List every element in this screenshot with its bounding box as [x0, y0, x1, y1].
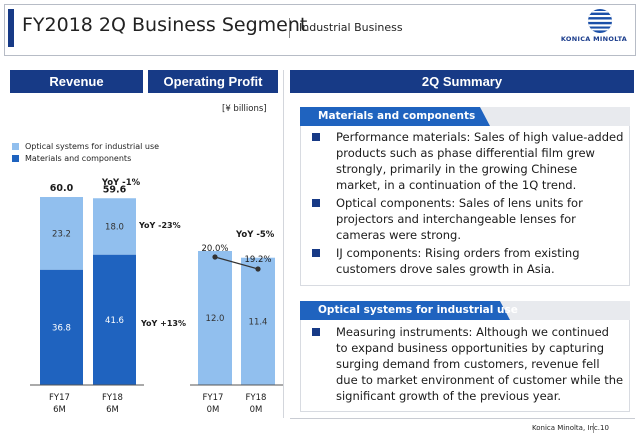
list-item: Measuring instruments: Although we conti…	[312, 324, 624, 404]
section-box-optical	[300, 320, 630, 412]
op-profit-category-label: 0M	[207, 405, 220, 415]
legend-label-materials: Materials and components	[25, 154, 132, 163]
bullet-text: Optical components: Sales of lens units …	[336, 196, 583, 242]
margin-point	[255, 266, 261, 272]
tab-revenue: Revenue	[10, 70, 143, 93]
bullet-text: Measuring instruments: Although we conti…	[336, 325, 624, 403]
margin-point	[212, 254, 218, 260]
op-profit-bar	[198, 251, 232, 385]
revenue-label-materials: 36.8	[52, 323, 71, 333]
legend-label-optical: Optical systems for industrial use	[25, 142, 160, 151]
bullet-square-icon	[312, 199, 320, 207]
footer-company: Konica Minolta, Inc.	[532, 424, 600, 432]
page-number: 10	[600, 424, 609, 432]
margin-label: 20.0%	[201, 244, 228, 254]
logo-wordmark: KONICA MINOLTA	[560, 35, 628, 43]
revenue-label-optical: 18.0	[105, 222, 124, 232]
op-profit-category-label: FY18	[246, 393, 267, 403]
revenue-bar-materials	[40, 269, 83, 385]
bullet-list-materials: Performance materials: Sales of high val…	[312, 129, 624, 279]
legend-item-optical: Optical systems for industrial use	[12, 142, 159, 151]
tab-operating-profit: Operating Profit	[148, 70, 278, 93]
revenue-category-label: 6M	[53, 405, 66, 415]
revenue-yoy-total: YoY -1%	[101, 178, 141, 188]
revenue-category-label: FY17	[49, 393, 70, 403]
page-subtitle: Industrial Business	[299, 21, 403, 34]
revenue-bar-materials	[93, 254, 136, 385]
list-item: Optical components: Sales of lens units …	[312, 195, 624, 243]
list-item: Performance materials: Sales of high val…	[312, 129, 624, 193]
revenue-category-label: FY18	[102, 393, 123, 403]
op-profit-value-label: 12.0	[206, 314, 225, 324]
revenue-label-materials: 41.6	[105, 316, 124, 326]
op-profit-bar	[241, 257, 275, 385]
revenue-bar-optical	[40, 197, 83, 270]
bullet-text: IJ components: Rising orders from existi…	[336, 246, 580, 276]
op-profit-category-label: 0M	[250, 405, 263, 415]
section-box-materials	[300, 126, 630, 286]
unit-label: [¥ billions]	[222, 104, 267, 114]
bullet-square-icon	[312, 249, 320, 257]
charts-area: 36.8 23.2 60.0 FY17 6M 41.6 18.0 59.6 FY18 6M YoY …	[30, 178, 283, 415]
op-profit-yoy: YoY -5%	[235, 230, 275, 240]
margin-label: 19.2%	[244, 255, 271, 265]
legend-swatch-materials	[12, 155, 19, 162]
revenue-yoy-optical: YoY -23%	[138, 221, 181, 230]
page-title: FY2018 2Q Business Segment	[22, 14, 308, 36]
footer-separator	[593, 423, 594, 433]
revenue-total-label: 59.6	[103, 184, 127, 195]
footer-divider	[290, 418, 635, 419]
revenue-yoy-materials: YoY +13%	[140, 319, 186, 328]
company-logo-icon	[588, 9, 612, 33]
bullet-square-icon	[312, 133, 320, 141]
op-profit-category-label: FY17	[203, 393, 224, 403]
revenue-bar-optical	[93, 198, 136, 255]
bullet-list-optical: Measuring instruments: Although we conti…	[312, 324, 624, 406]
header-separator	[289, 18, 290, 38]
list-item: IJ components: Rising orders from existi…	[312, 245, 624, 277]
section-title-optical: Optical systems for industrial use	[318, 304, 518, 316]
bullet-text: Performance materials: Sales of high val…	[336, 130, 624, 192]
section-title-materials: Materials and components	[318, 110, 476, 122]
revenue-label-optical: 23.2	[52, 229, 71, 239]
revenue-category-label: 6M	[106, 405, 119, 415]
section-header-shape-optical	[300, 301, 510, 320]
header-frame	[4, 4, 636, 56]
header-accent-bar	[8, 9, 14, 47]
section-header-shape-materials	[300, 107, 490, 126]
bullet-square-icon	[312, 328, 320, 336]
column-divider	[283, 70, 284, 418]
revenue-total-label: 60.0	[50, 183, 74, 194]
legend-item-materials: Materials and components	[12, 154, 131, 163]
op-profit-value-label: 11.4	[249, 317, 268, 327]
margin-line	[214, 256, 259, 270]
tab-2q-summary: 2Q Summary	[290, 70, 634, 93]
legend-swatch-optical	[12, 143, 19, 150]
